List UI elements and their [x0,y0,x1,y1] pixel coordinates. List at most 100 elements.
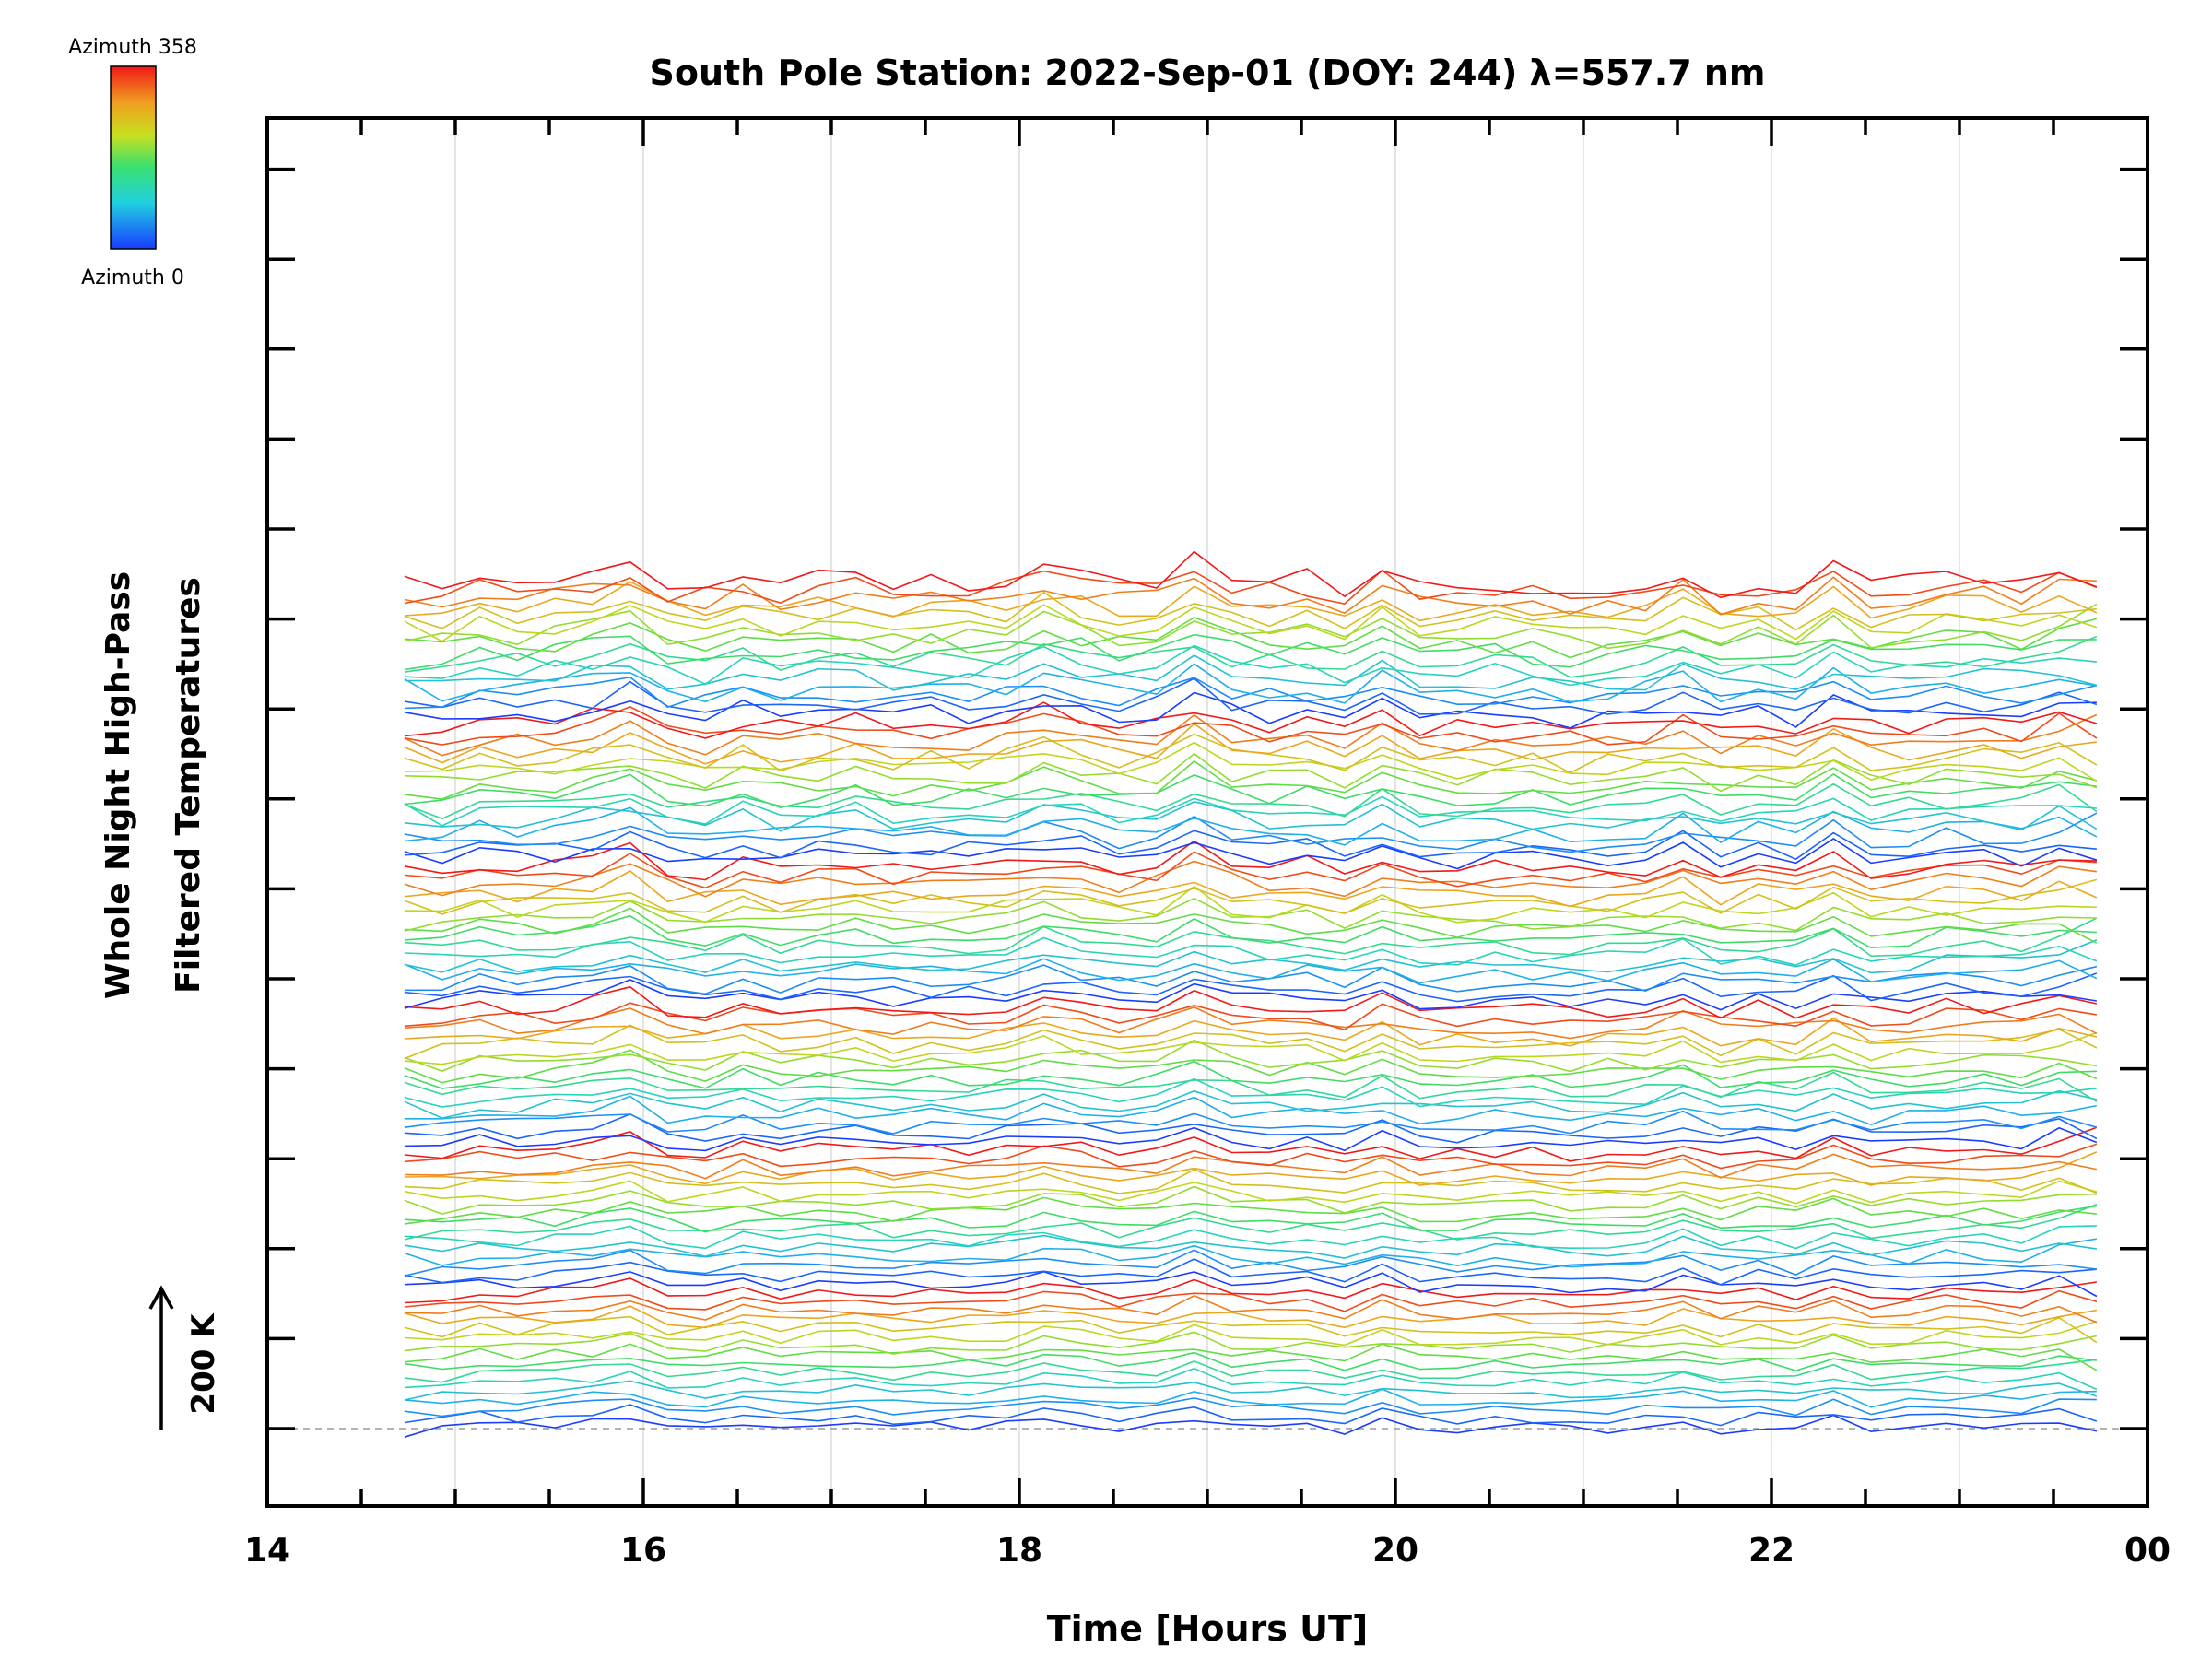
series-line [404,1126,2098,1162]
series-line [404,939,2098,974]
scale-bar-arrow-head [148,1285,174,1310]
series-line [404,644,2097,687]
x-tick-label-16: 16 [620,1532,666,1570]
x-tick-label-00: 00 [2124,1532,2171,1570]
series-line [404,1351,2097,1371]
series-line [404,1031,2098,1065]
series-line [404,1234,2098,1259]
series-line [404,1289,2098,1312]
series-line [404,1258,2097,1286]
series-line [404,635,2098,678]
y-axis-label-line1: Whole Night High-Pass [100,571,137,999]
series-line [404,1071,2098,1102]
series-line [404,1126,2098,1152]
x-tick-label-14: 14 [244,1532,290,1570]
series-line [404,1002,2098,1031]
series-line [404,713,2098,757]
series-line [404,1249,2097,1277]
series-line [404,1294,2098,1324]
y-axis-ticks [267,167,2147,1430]
x-tick-label-20: 20 [1372,1532,1418,1570]
series-line [404,772,2097,809]
series-line [404,979,2098,1011]
series-line [404,1270,2098,1298]
colorbar-top-label: Azimuth 358 [68,36,197,59]
series-line [404,840,2097,881]
series-line [404,691,2097,729]
series-line [404,1110,2098,1135]
series-line [404,936,2098,966]
series-line [404,723,2097,765]
series-line [404,1367,2098,1391]
series-line [404,870,2098,908]
series-line [404,1151,2098,1186]
series-line [404,1203,2098,1241]
series-line [404,1060,2097,1089]
series-line [404,958,2098,984]
series-line [404,878,2098,915]
series-line [404,1225,2097,1250]
series-line [404,759,2098,800]
series-line [404,830,2097,861]
colorbar [110,65,157,250]
gridlines [454,118,1960,1506]
series-line [404,1320,2098,1347]
series-line [404,1049,2098,1084]
series-line [404,1397,2097,1418]
series-line [404,1169,2098,1194]
series-line [404,851,2097,889]
series-line [404,1238,2098,1268]
series-line [404,550,2098,599]
series-line [404,812,2098,853]
x-axis-tick-labels: 14 16 18 20 22 00 [244,1532,2171,1570]
series-line [404,914,2097,949]
series-line [404,569,2098,605]
series-line [404,1205,2098,1233]
scale-bar-label: 200 K [185,1312,222,1415]
colorbar-bottom-label: Azimuth 0 [81,266,184,289]
series-line [404,654,2098,691]
series-line [404,964,2098,995]
x-axis-label: Time [Hours UT] [1047,1608,1369,1649]
series-line [404,1077,2097,1108]
scale-bar: 200 K [148,1285,222,1430]
series-line [404,1388,2097,1408]
series-line [404,706,2098,746]
series-line [404,663,2098,704]
series-line [404,1185,2097,1215]
series-line [404,576,2097,616]
series-line [404,1196,2097,1225]
series-line [404,603,2098,650]
series-line [404,1024,2098,1060]
series-line [404,1112,2098,1144]
series-line [404,1039,2098,1073]
series-line [404,1006,2098,1040]
series-line [404,1277,2098,1304]
colorbar-legend: Azimuth 358 Azimuth 0 [68,36,197,289]
series-line [404,838,2098,870]
series-line [404,1180,2098,1205]
series-line [404,617,2098,659]
series-line [404,741,2098,782]
series-line [404,907,2098,944]
series-line [404,1380,2098,1401]
series-line [404,885,2097,924]
series-line [404,677,2098,715]
y-axis-label-line2: Filtered Temperatures [170,577,207,994]
series-line [404,985,2098,1019]
series-line [404,860,2098,898]
x-axis-ticks [265,118,2149,1506]
series-line [404,782,2098,820]
series-group [404,550,2098,1438]
series-line [404,1089,2098,1119]
series-line [404,1305,2098,1329]
series-line [404,604,2098,642]
series-line [404,917,2098,958]
x-tick-label-18: 18 [996,1532,1042,1570]
series-line [404,1343,2098,1371]
series-line [404,1315,2098,1344]
series-line [404,633,2097,671]
series-line [404,701,2098,739]
series-line [404,806,2098,846]
